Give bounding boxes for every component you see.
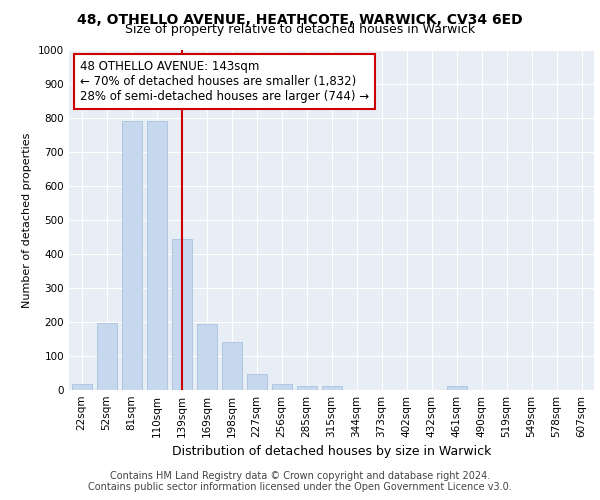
Bar — [71, 384, 91, 390]
Bar — [197, 324, 217, 390]
Text: Contains HM Land Registry data © Crown copyright and database right 2024.
Contai: Contains HM Land Registry data © Crown c… — [88, 471, 512, 492]
Bar — [296, 386, 317, 390]
Bar — [146, 122, 167, 390]
Bar — [271, 384, 292, 390]
Bar — [446, 386, 467, 390]
Bar — [322, 386, 341, 390]
Y-axis label: Number of detached properties: Number of detached properties — [22, 132, 32, 308]
Bar — [121, 122, 142, 390]
Text: 48 OTHELLO AVENUE: 143sqm
← 70% of detached houses are smaller (1,832)
28% of se: 48 OTHELLO AVENUE: 143sqm ← 70% of detac… — [79, 60, 368, 103]
X-axis label: Distribution of detached houses by size in Warwick: Distribution of detached houses by size … — [172, 446, 491, 458]
Text: 48, OTHELLO AVENUE, HEATHCOTE, WARWICK, CV34 6ED: 48, OTHELLO AVENUE, HEATHCOTE, WARWICK, … — [77, 12, 523, 26]
Bar — [247, 374, 266, 390]
Bar — [172, 240, 191, 390]
Text: Size of property relative to detached houses in Warwick: Size of property relative to detached ho… — [125, 22, 475, 36]
Bar — [97, 323, 116, 390]
Bar — [221, 342, 241, 390]
